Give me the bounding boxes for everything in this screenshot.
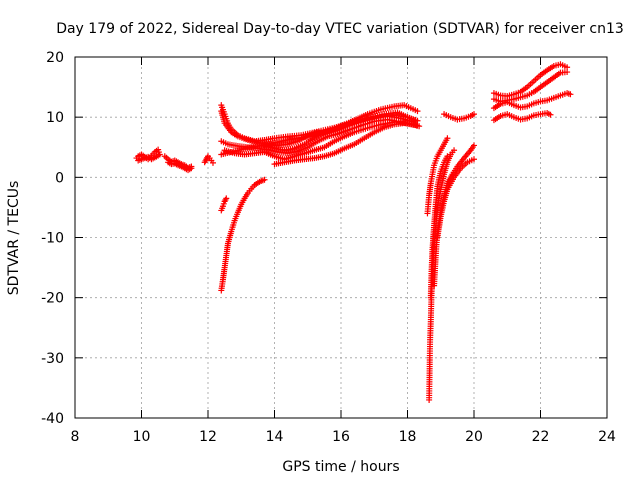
- series-arc-13: [218, 176, 268, 294]
- series-arc-17: [424, 135, 451, 217]
- x-tick-label: 24: [598, 429, 616, 445]
- y-tick-label: 10: [46, 110, 64, 126]
- data-point: [444, 135, 451, 142]
- grid: [75, 57, 607, 418]
- series-arc-14: [218, 195, 230, 214]
- axes: 8 10 12 14 16 18 20 22 24 -40 -30 -20 -10 0 10 20: [41, 50, 616, 445]
- data-marks: [133, 61, 574, 403]
- y-tick-label: -40: [41, 411, 64, 427]
- x-tick-label: 20: [465, 429, 483, 445]
- data-point: [444, 153, 451, 160]
- series-arc-21: [490, 61, 571, 100]
- x-tick-label: 8: [71, 429, 80, 445]
- x-tick-label: 22: [532, 429, 550, 445]
- y-axis-label: SDTVAR / TECUs: [6, 181, 22, 296]
- data-point: [471, 156, 477, 163]
- data-point: [261, 176, 268, 183]
- data-point: [471, 111, 477, 118]
- x-tick-label: 10: [133, 429, 151, 445]
- series-arc-10: [218, 102, 421, 158]
- data-point: [451, 147, 458, 154]
- series-arc-4: [165, 159, 195, 174]
- series-arc-5: [201, 153, 216, 166]
- data-point: [209, 159, 216, 166]
- chart-title: Day 179 of 2022, Sidereal Day-to-day VTE…: [56, 21, 624, 37]
- plot-frame: [74, 56, 608, 419]
- data-point: [155, 152, 162, 159]
- series-arc-2: [135, 152, 162, 164]
- y-tick-label: 20: [46, 50, 64, 66]
- data-point: [414, 117, 421, 124]
- data-point: [567, 91, 574, 98]
- data-point: [547, 111, 554, 118]
- series-arc-11: [261, 109, 421, 154]
- data-point: [416, 123, 423, 130]
- series-arc-23: [490, 90, 574, 112]
- series-arc-19: [434, 156, 477, 241]
- data-point: [471, 142, 477, 149]
- series-arc-12: [271, 120, 423, 168]
- x-tick-label: 18: [399, 429, 417, 445]
- series-arc-7: [218, 108, 418, 149]
- series-arc-20: [441, 111, 477, 123]
- series-arc-24: [490, 109, 554, 124]
- y-tick-label: -10: [41, 231, 64, 247]
- series-arc-18: [431, 142, 477, 289]
- y-tick-label: -30: [41, 351, 64, 367]
- data-point: [564, 69, 571, 76]
- y-tick-label: 0: [55, 170, 64, 186]
- y-tick-label: -20: [41, 291, 64, 307]
- x-tick-label: 16: [332, 429, 350, 445]
- data-point: [188, 165, 195, 172]
- x-tick-label: 14: [266, 429, 284, 445]
- x-axis-label: GPS time / hours: [282, 459, 399, 475]
- x-tick-label: 12: [199, 429, 217, 445]
- series-arc-16: [427, 153, 451, 301]
- data-point: [223, 195, 230, 202]
- data-point: [414, 108, 421, 115]
